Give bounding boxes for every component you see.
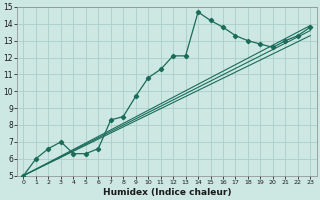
X-axis label: Humidex (Indice chaleur): Humidex (Indice chaleur) [103, 188, 231, 197]
